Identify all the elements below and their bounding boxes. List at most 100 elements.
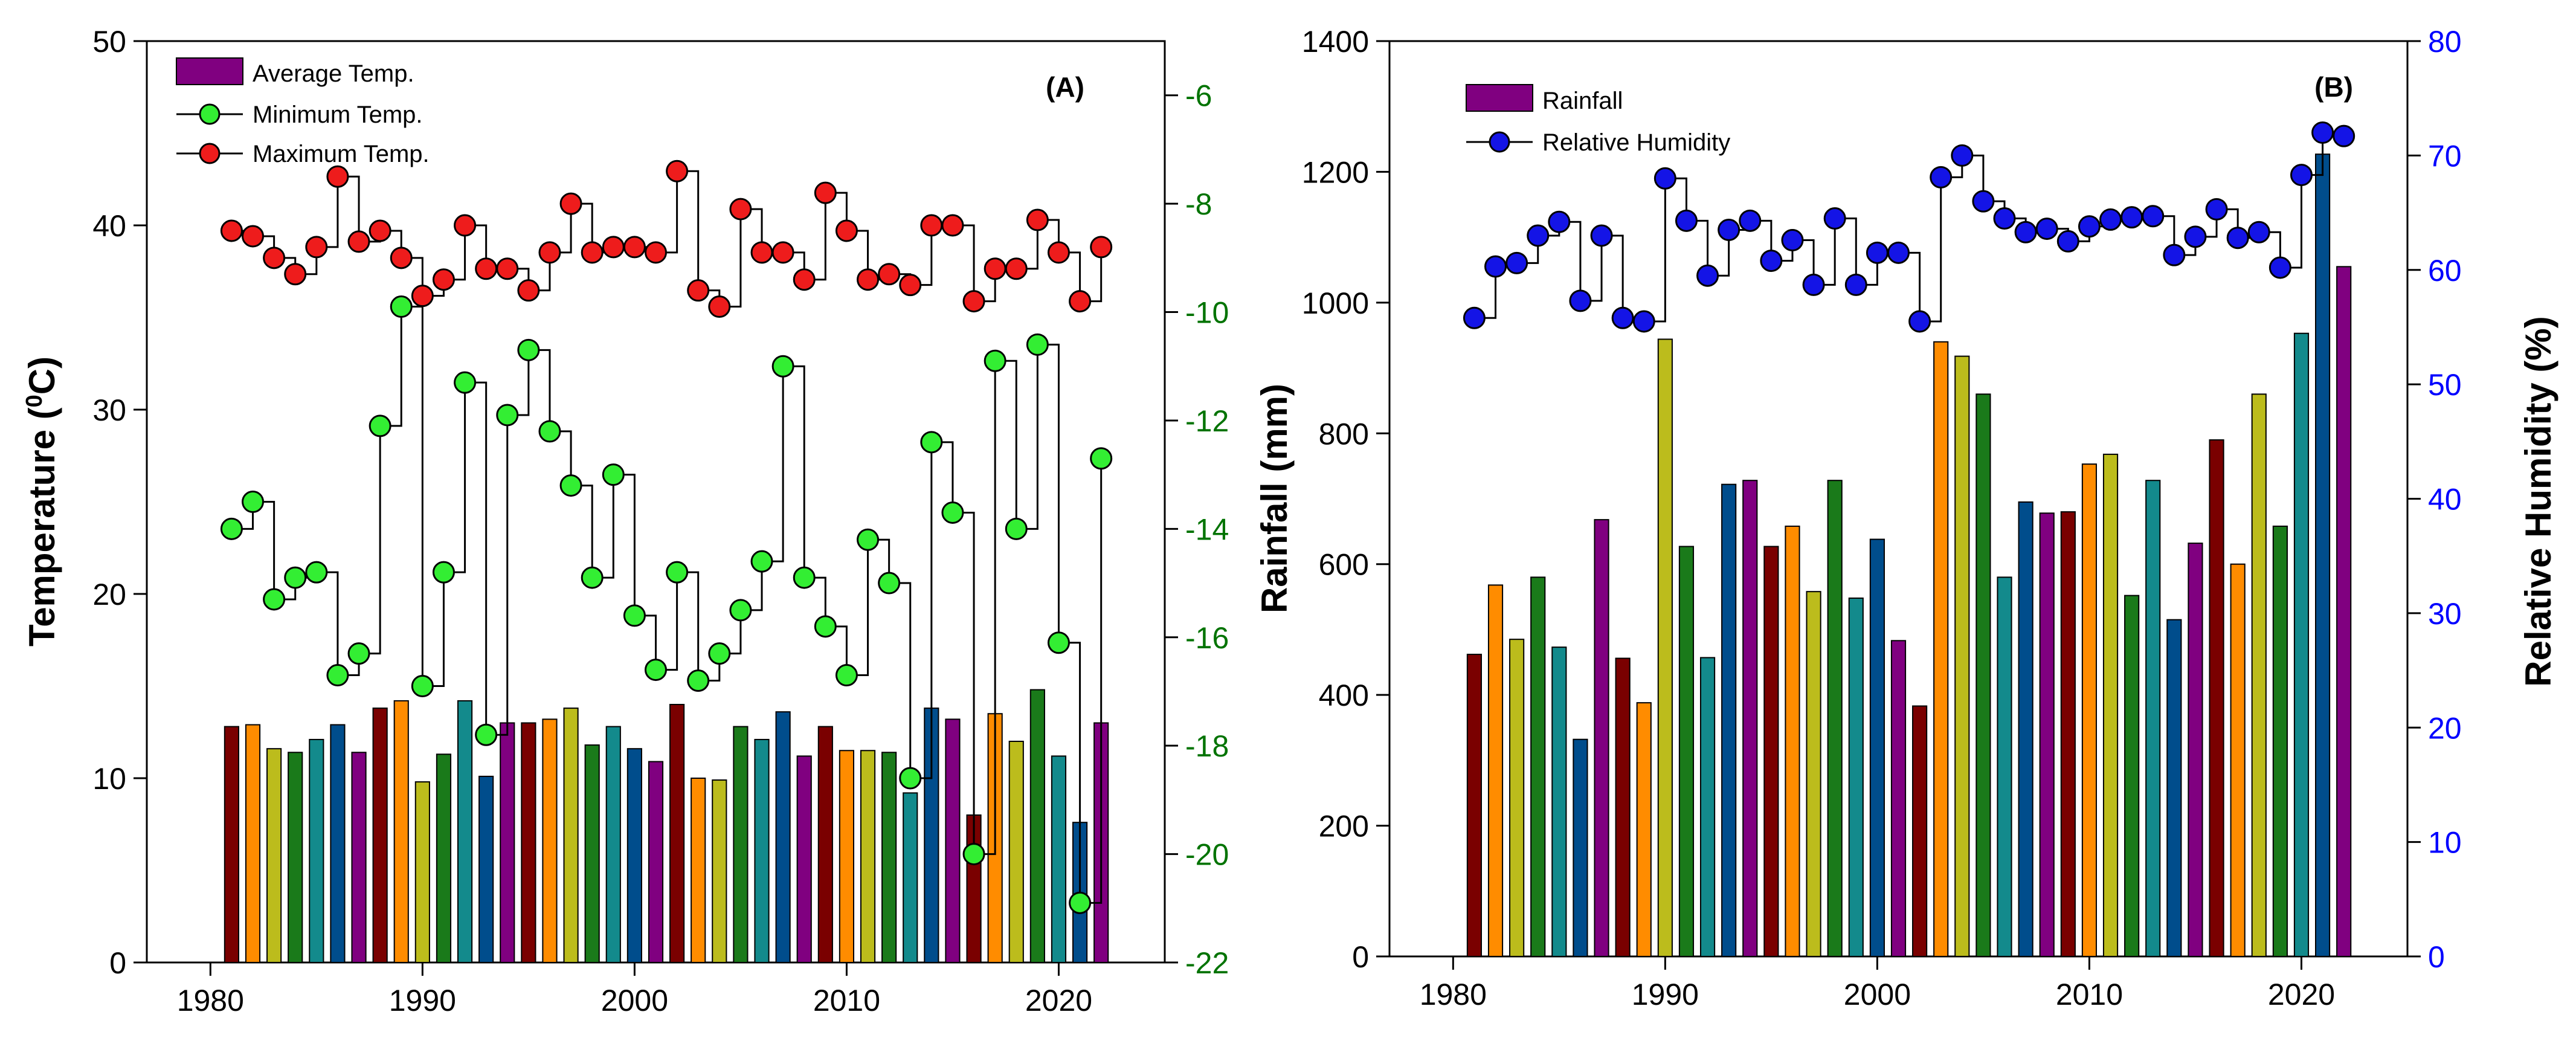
humidity-point-2012 <box>2120 206 2143 229</box>
humidity-point-1983 <box>1505 251 1528 274</box>
b-bar-2004 <box>1954 355 1970 957</box>
b-bar-1984 <box>1530 576 1546 957</box>
min-temp-point-1996 <box>538 420 561 443</box>
min-temp-point-1986 <box>326 664 349 687</box>
humidity-point-1999 <box>1844 273 1867 296</box>
humidity-point-2013 <box>2142 205 2165 228</box>
b-bar-1982 <box>1487 584 1504 957</box>
b-bar-2015 <box>2188 543 2203 957</box>
max-temp-point-1986 <box>326 165 349 188</box>
humidity-point-1995 <box>1760 250 1783 272</box>
min-temp-point-2011 <box>857 528 880 551</box>
panel-b-left-y-axis-title: Rainfall (mm) <box>1254 384 1295 613</box>
a-bar-2012 <box>881 752 897 964</box>
min-temp-point-1982 <box>242 491 265 513</box>
max-temp-point-1987 <box>347 230 370 253</box>
min-temp-point-1991 <box>432 561 455 584</box>
min-temp-point-2001 <box>645 659 667 682</box>
panel-b-humidity-line <box>1463 121 2355 333</box>
humidity-point-2016 <box>2205 198 2228 221</box>
b-bar-2012 <box>2124 595 2140 957</box>
legend-swatch-rainfall <box>1466 84 1533 112</box>
a-bar-2007 <box>775 711 791 963</box>
min-temp-point-1993 <box>475 723 498 746</box>
b-bar-2017 <box>2230 563 2246 957</box>
b-x-tick-label: 2020 <box>2268 978 2335 1011</box>
a-bar-1993 <box>478 775 494 963</box>
a-right-tick-label: -12 <box>1185 404 1229 438</box>
humidity-point-2000 <box>1866 241 1889 264</box>
a-bar-1995 <box>521 722 536 963</box>
max-temp-point-2000 <box>623 236 646 259</box>
max-temp-point-2011 <box>857 268 880 291</box>
b-left-tick-label: 200 <box>1319 810 1369 843</box>
min-temp-point-2022 <box>1090 447 1113 470</box>
min-temp-point-2019 <box>1026 333 1049 356</box>
max-temp-point-2022 <box>1090 236 1113 259</box>
panel-a-maximum-temp-line <box>220 160 1113 318</box>
a-left-tick-label: 20 <box>92 578 126 611</box>
panel-a-right-y-axis: -22 -20 -18 -16 -14 -12 -10 -8 -6 <box>1165 79 1229 980</box>
min-temp-point-2013 <box>899 767 922 790</box>
min-temp-point-1990 <box>411 675 434 697</box>
min-temp-point-1988 <box>369 414 391 437</box>
a-left-tick-label: 10 <box>92 762 126 796</box>
legend-label-minimum-temp: Minimum Temp. <box>253 102 423 128</box>
humidity-point-2005 <box>1972 190 1995 213</box>
humidity-point-1992 <box>1696 264 1719 287</box>
a-bar-2005 <box>733 726 749 963</box>
b-right-tick-label: 80 <box>2428 25 2462 59</box>
min-temp-point-1981 <box>220 517 243 540</box>
max-temp-point-2013 <box>899 274 922 297</box>
humidity-point-2008 <box>2035 218 2058 240</box>
humidity-point-1988 <box>1611 306 1634 329</box>
a-left-tick-label: 30 <box>92 393 126 427</box>
b-bar-2016 <box>2209 439 2224 957</box>
b-left-tick-label: 600 <box>1319 548 1369 582</box>
a-right-tick-label: -14 <box>1185 512 1229 546</box>
b-x-tick-label: 1980 <box>1420 978 1487 1011</box>
max-temp-point-1990 <box>411 285 434 308</box>
b-bar-2003 <box>1933 341 1949 957</box>
b-bar-1998 <box>1827 480 1843 957</box>
max-temp-point-2016 <box>962 290 985 313</box>
humidity-point-2006 <box>1993 207 2016 230</box>
max-temp-point-1998 <box>581 241 604 264</box>
max-temp-point-2015 <box>941 214 964 237</box>
a-bar-2013 <box>903 792 918 964</box>
b-right-tick-label: 50 <box>2428 368 2462 402</box>
b-bar-1993 <box>1721 483 1737 957</box>
min-temp-point-2006 <box>750 550 773 573</box>
a-bar-1998 <box>584 744 600 963</box>
b-left-tick-label: 1000 <box>1302 286 1369 320</box>
a-bar-1984 <box>288 752 303 964</box>
b-x-tick-label: 2010 <box>2056 978 2123 1011</box>
min-temp-point-1984 <box>284 566 307 589</box>
a-right-tick-label: -22 <box>1185 946 1229 980</box>
b-bar-2018 <box>2251 393 2267 957</box>
min-temp-point-1995 <box>517 338 540 361</box>
max-temp-point-1988 <box>369 219 391 242</box>
a-bar-2018 <box>1008 741 1024 963</box>
panel-a-legend: Average Temp. Minimum Temp. Maximum Temp… <box>176 57 430 167</box>
humidity-point-1987 <box>1590 224 1613 247</box>
a-left-tick-label: 40 <box>92 209 126 243</box>
min-temp-point-2003 <box>687 669 710 692</box>
a-bar-1992 <box>457 700 473 964</box>
b-bar-1990 <box>1657 338 1673 957</box>
b-bar-2014 <box>2166 619 2182 957</box>
max-temp-point-1985 <box>305 236 328 259</box>
b-bar-2010 <box>2081 463 2098 957</box>
a-bar-1990 <box>414 781 430 963</box>
a-bar-1997 <box>563 708 579 963</box>
max-temp-point-1993 <box>475 257 498 280</box>
b-bar-1986 <box>1573 738 1588 957</box>
b-bar-1994 <box>1742 480 1758 957</box>
min-temp-point-2009 <box>814 615 837 638</box>
b-bar-2008 <box>2039 512 2055 957</box>
min-temp-point-1983 <box>263 588 286 611</box>
max-temp-point-2006 <box>750 241 773 264</box>
a-bar-1994 <box>500 722 515 963</box>
a-bar-2019 <box>1029 689 1045 963</box>
